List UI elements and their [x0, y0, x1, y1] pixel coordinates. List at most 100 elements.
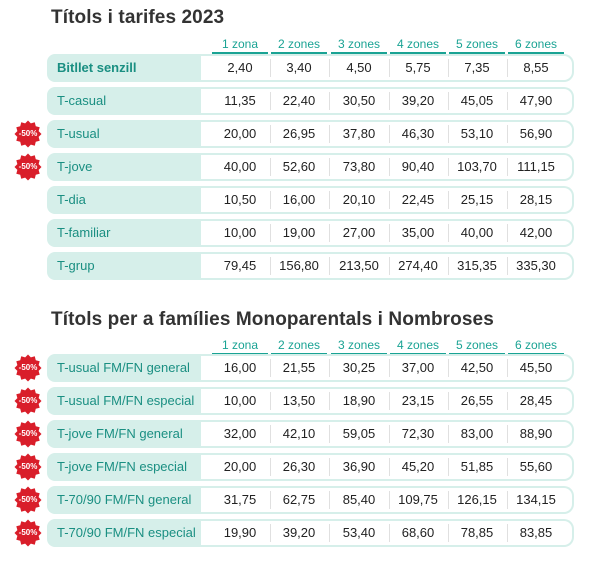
price-cell: 26,95	[282, 126, 316, 141]
price-cell: 79,45	[223, 258, 257, 273]
column-divider	[447, 158, 449, 176]
zone-header-4: 4 zones	[390, 38, 446, 54]
column-divider	[388, 524, 390, 542]
column-divider	[329, 125, 330, 143]
column-divider	[388, 425, 390, 443]
column-divider	[506, 392, 508, 410]
discount-label: -50%	[18, 429, 38, 438]
column-divider	[269, 191, 271, 209]
price-cell: 26,55	[460, 393, 494, 408]
price-cell: 35,00	[401, 225, 435, 240]
price-cell: 45,05	[460, 93, 494, 108]
price-cell: 22,45	[401, 192, 435, 207]
price-cell: 22,40	[282, 93, 316, 108]
price-cell: 16,00	[223, 360, 257, 375]
price-cell: 20,00	[223, 459, 257, 474]
column-divider	[506, 524, 508, 542]
price-cell: 10,00	[223, 225, 257, 240]
price-cell: 42,00	[519, 225, 553, 240]
discount-label: -50%	[18, 528, 38, 537]
price-cell: 109,75	[398, 492, 438, 507]
discount-badge: -50%	[14, 387, 42, 415]
zone-header-6: 6 zones	[508, 339, 564, 355]
column-divider	[269, 257, 271, 275]
price-cell: 20,10	[342, 192, 376, 207]
table-row: T-jove FM/FN especial 20,00 26,30 36,90 45,2…	[47, 453, 574, 481]
column-divider	[269, 224, 271, 242]
column-divider	[506, 224, 508, 242]
column-divider	[506, 158, 508, 176]
discount-badge: -50%	[14, 354, 42, 382]
price-cell: 10,50	[223, 192, 257, 207]
price-cell: 315,35	[457, 258, 497, 273]
column-divider	[447, 491, 449, 509]
price-cell: 45,50	[519, 360, 553, 375]
price-cell: 5,75	[405, 60, 431, 75]
column-divider	[269, 59, 271, 77]
column-divider	[388, 224, 390, 242]
column-divider	[329, 524, 330, 542]
price-cell: 28,45	[519, 393, 553, 408]
price-cell: 16,00	[282, 192, 316, 207]
discount-badge: -50%	[14, 453, 42, 481]
row-values: 32,00 42,10 59,05 72,30 83,00 88,90	[201, 420, 574, 448]
price-cell: 62,75	[282, 492, 316, 507]
starburst-icon	[14, 453, 42, 481]
price-cell: 88,90	[519, 426, 553, 441]
row-title: T-jove	[47, 153, 201, 181]
table-row: T-dia 10,50 16,00 20,10 22,45 25,15 28,15	[47, 186, 574, 214]
column-divider	[329, 257, 330, 275]
row-values: 20,00 26,95 37,80 46,30 53,10 56,90	[201, 120, 574, 148]
column-divider	[506, 458, 508, 476]
price-cell: 335,30	[516, 258, 556, 273]
column-divider	[269, 92, 271, 110]
price-cell: 51,85	[460, 459, 494, 474]
row-title: T-usual FM/FN general	[47, 354, 201, 382]
table-row: T-usual FM/FN especial 10,00 13,50 18,90 23,…	[47, 387, 574, 415]
column-divider	[388, 158, 390, 176]
row-title: T-jove FM/FN especial	[47, 453, 201, 481]
zone-header-1: 1 zona	[212, 38, 268, 54]
price-cell: 37,00	[401, 360, 435, 375]
row-values: 11,35 22,40 30,50 39,20 45,05 47,90	[201, 87, 574, 115]
discount-label: -50%	[18, 462, 38, 471]
row-title: T-casual	[47, 87, 201, 115]
discount-badge: -50%	[14, 120, 42, 148]
table-row: T-casual 11,35 22,40 30,50 39,20 45,05 47,90	[47, 87, 574, 115]
price-cell: 134,15	[516, 492, 556, 507]
section2-title: Títols per a famílies Monoparentals i No…	[51, 309, 494, 330]
price-cell: 103,70	[457, 159, 497, 174]
row-title: T-70/90 FM/FN especial	[47, 519, 201, 547]
row-values: 20,00 26,30 36,90 45,20 51,85 55,60	[201, 453, 574, 481]
price-cell: 39,20	[282, 525, 316, 540]
column-divider	[447, 392, 449, 410]
starburst-icon	[14, 354, 42, 382]
starburst-icon	[14, 420, 42, 448]
zone-header-6: 6 zones	[508, 38, 564, 54]
price-cell: 19,00	[282, 225, 316, 240]
price-cell: 90,40	[401, 159, 435, 174]
price-cell: 10,00	[223, 393, 257, 408]
column-divider	[269, 491, 271, 509]
price-cell: 274,40	[398, 258, 438, 273]
starburst-icon	[14, 387, 42, 415]
column-divider	[329, 224, 330, 242]
column-divider	[329, 158, 330, 176]
starburst-icon	[14, 519, 42, 547]
price-cell: 30,50	[342, 93, 376, 108]
column-divider	[506, 92, 508, 110]
price-cell: 3,40	[286, 60, 312, 75]
column-divider	[329, 392, 330, 410]
discount-label: -50%	[18, 495, 38, 504]
column-divider	[388, 392, 390, 410]
zone-header-3: 3 zones	[331, 339, 387, 355]
price-cell: 59,05	[342, 426, 376, 441]
price-cell: 68,60	[401, 525, 435, 540]
column-divider	[447, 458, 449, 476]
column-divider	[447, 92, 449, 110]
column-divider	[388, 191, 390, 209]
column-divider	[447, 125, 449, 143]
price-cell: 11,35	[224, 93, 256, 108]
column-divider	[388, 491, 390, 509]
zone-header-2: 2 zones	[271, 38, 327, 54]
